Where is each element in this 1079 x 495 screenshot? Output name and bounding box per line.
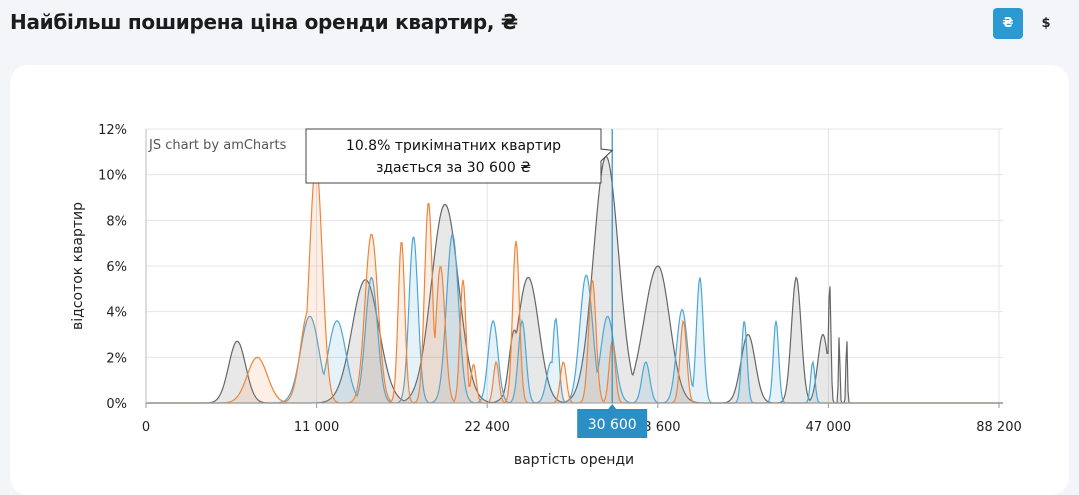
series-area [146, 163, 1003, 403]
chart-axes: 0%2%4%6%8%10%12%0 11 000 22 400 33 600 47 00… [98, 123, 1022, 435]
y-tick-label: 12% [98, 123, 127, 138]
currency-uah-button[interactable]: ₴ [993, 8, 1023, 39]
x-tick-label: 88 200 [976, 420, 1022, 435]
rent-distribution-chart[interactable]: 0%2%4%6%8%10%12%0 11 000 22 400 33 600 47 00… [0, 0, 1079, 477]
cursor-x-label: 30 600 [577, 404, 648, 438]
tooltip-line-1: 10.8% трикімнатних квартир [346, 138, 561, 154]
currency-usd-button[interactable]: $ [1031, 8, 1061, 39]
y-tick-label: 8% [106, 214, 127, 229]
x-tick-label: 0 [142, 420, 150, 435]
tooltip-line-2: здається за 30 600 ₴ [376, 160, 531, 176]
page-title: Найбільш поширена ціна оренди квартир, ₴ [10, 10, 518, 34]
x-tick-label: 11 000 [294, 420, 340, 435]
x-axis-title: вартість оренди [514, 452, 634, 468]
series-area [146, 156, 1003, 403]
x-tick-label: 22 400 [464, 420, 510, 435]
y-tick-label: 6% [106, 260, 127, 275]
tooltip-box [305, 128, 614, 184]
currency-switch: ₴ $ [993, 8, 1061, 39]
y-tick-label: 10% [98, 169, 127, 184]
y-tick-label: 4% [106, 306, 127, 321]
chart-credit[interactable]: JS chart by amCharts [148, 138, 287, 153]
x-tick-label: 47 000 [806, 420, 852, 435]
y-axis-title: відсоток квартир [70, 202, 86, 330]
cursor-x-label-text: 30 600 [588, 417, 637, 433]
y-tick-label: 2% [106, 351, 127, 366]
cursor-x-label-box [577, 404, 648, 438]
cursor-layer: 10.8% трикімнатних квартир здається за 30… [305, 128, 648, 438]
y-tick-label: 0% [106, 397, 127, 412]
tooltip: 10.8% трикімнатних квартир здається за 30… [305, 128, 614, 184]
